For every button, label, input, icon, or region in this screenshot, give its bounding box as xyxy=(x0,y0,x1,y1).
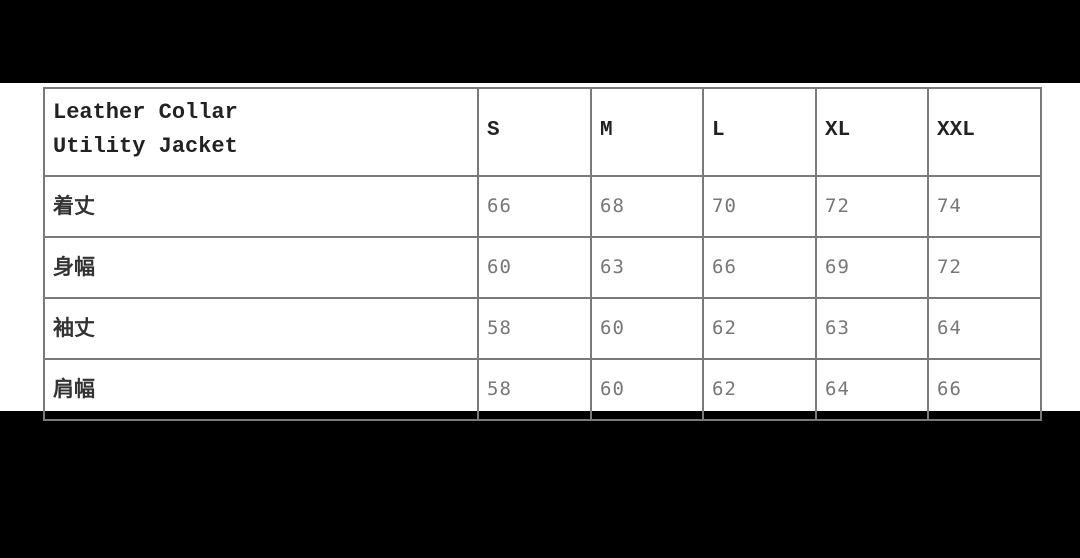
size-header-xl: XL xyxy=(815,87,929,177)
cell-value: 66 xyxy=(477,175,592,238)
row-label: 身幅 xyxy=(43,236,479,299)
size-header-m: M xyxy=(590,87,704,177)
size-header-xxl: XXL xyxy=(927,87,1042,177)
cell-value: 62 xyxy=(702,358,817,421)
row-label: 袖丈 xyxy=(43,297,479,360)
cell-value: 74 xyxy=(927,175,1042,238)
cell-value: 66 xyxy=(927,358,1042,421)
cell-value: 60 xyxy=(590,358,704,421)
cell-value: 64 xyxy=(927,297,1042,360)
cell-value: 69 xyxy=(815,236,929,299)
cell-value: 58 xyxy=(477,358,592,421)
row-label: 着丈 xyxy=(43,175,479,238)
size-header-l: L xyxy=(702,87,817,177)
table-row: 着丈 66 68 70 72 74 xyxy=(43,175,1042,238)
cell-value: 70 xyxy=(702,175,817,238)
header-row: Leather Collar Utility Jacket S M L XL X… xyxy=(43,87,1042,177)
cell-value: 72 xyxy=(815,175,929,238)
table-row: 肩幅 58 60 62 64 66 xyxy=(43,358,1042,421)
cell-value: 66 xyxy=(702,236,817,299)
table-row: 身幅 60 63 66 69 72 xyxy=(43,236,1042,299)
cell-value: 62 xyxy=(702,297,817,360)
cell-value: 64 xyxy=(815,358,929,421)
cell-value: 60 xyxy=(477,236,592,299)
row-label: 肩幅 xyxy=(43,358,479,421)
cell-value: 68 xyxy=(590,175,704,238)
cell-value: 60 xyxy=(590,297,704,360)
cell-value: 58 xyxy=(477,297,592,360)
product-title: Leather Collar Utility Jacket xyxy=(43,87,479,177)
cell-value: 63 xyxy=(815,297,929,360)
table-row: 袖丈 58 60 62 63 64 xyxy=(43,297,1042,360)
size-chart-table: Leather Collar Utility Jacket S M L XL X… xyxy=(43,87,1042,421)
cell-value: 63 xyxy=(590,236,704,299)
cell-value: 72 xyxy=(927,236,1042,299)
size-header-s: S xyxy=(477,87,592,177)
